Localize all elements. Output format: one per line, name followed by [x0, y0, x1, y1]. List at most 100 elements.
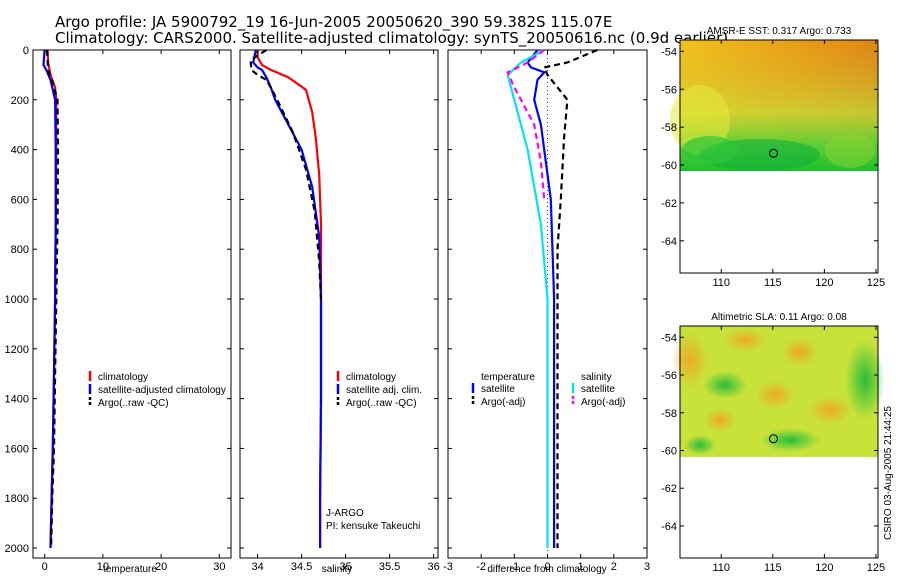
- x-tick-label: 35: [339, 561, 351, 573]
- temp-legend-label-3: Argo(..raw -QC): [98, 398, 169, 409]
- x-tick-label: 110: [712, 562, 730, 574]
- salinity-legend: climatology satellite adj. clim. Argo(..ra…: [336, 371, 422, 409]
- temperature-axes-frame: [32, 49, 232, 559]
- salinity-axes-frame: [239, 49, 439, 559]
- x-tick-label: 10: [97, 561, 109, 573]
- series-line-2: [542, 48, 598, 548]
- legend-title: temperature: [481, 372, 535, 383]
- y-tick-label: 1600: [5, 443, 29, 455]
- y-tick-label: 400: [11, 145, 29, 157]
- x-tick-label: 125: [867, 277, 885, 289]
- x-tick-label: 120: [815, 277, 833, 289]
- amsr-sst-heatmap-field: [670, 40, 878, 171]
- temp-legend-label-1: climatology: [98, 372, 148, 383]
- y-tick-label: -60: [661, 160, 677, 172]
- diff-legend-temp-label-1: satellite: [481, 384, 515, 395]
- difference-series: [506, 48, 598, 548]
- x-tick-label: 0: [544, 561, 550, 573]
- argo-float-marker: [769, 148, 778, 158]
- amsr-sst-ticks: 110 115 120 125 -54 -56 -58 -60 -62 -64: [661, 40, 885, 289]
- y-tick-label: -58: [661, 122, 677, 134]
- amsr-sst-map: AMSR-E SST: 0.317 Argo: 0.733 110 115 120 1…: [661, 26, 885, 289]
- salinity-panel: 34 34.5 35 35.5 36 salinity climatology satel…: [239, 49, 440, 575]
- legend-title: salinity: [581, 372, 612, 383]
- figure-title-line2: Climatology: CARS2000. Satellite-adjuste…: [55, 29, 728, 48]
- x-tick-label: 115: [764, 562, 782, 574]
- x-tick-label: 34.5: [291, 561, 312, 573]
- series-line-3: [249, 49, 323, 300]
- x-tick-label: 3: [644, 561, 650, 573]
- y-tick-label: -62: [661, 483, 677, 495]
- salinity-series: [249, 49, 323, 548]
- y-tick-label: 1000: [5, 294, 29, 306]
- diff-legend-temp-label-2: Argo(-adj): [481, 397, 525, 408]
- temp-legend-label-2: satellite-adjusted climatology: [98, 385, 226, 396]
- y-tick-label: -60: [661, 445, 677, 457]
- series-line-1: [526, 49, 556, 548]
- altimetric-sla-map: Altimetric SLA: 0.11 Argo: 0.08 110 115 12…: [661, 312, 885, 574]
- y-tick-label: 2000: [5, 543, 29, 555]
- figure-title-line1: Argo profile: JA 5900792_19 16-Jun-2005 …: [55, 13, 612, 32]
- series-line-3: [506, 49, 549, 548]
- difference-xlabel: difference from climatology: [487, 564, 606, 575]
- temperature-xlabel: temperature: [103, 564, 157, 575]
- y-tick-label: -54: [661, 46, 677, 58]
- x-tick-label: 1: [578, 561, 584, 573]
- temperature-panel: 0 10 20 30 0 200 400 600 800 1000 1200 1400 1600 1800…: [5, 45, 232, 575]
- salinity-xlabel: salinity: [322, 564, 353, 575]
- y-tick-label: 200: [11, 95, 29, 107]
- y-tick-label: -56: [661, 370, 677, 382]
- argo-float-marker: [769, 434, 778, 444]
- x-tick-label: 30: [213, 561, 225, 573]
- x-tick-label: 0: [42, 561, 48, 573]
- series-line-4: [506, 49, 546, 200]
- side-credit: CSIRO 03-Aug-2005 21:44:25: [883, 406, 894, 540]
- difference-ticks: -3 -2 -1 0 1 2 3: [443, 49, 650, 573]
- y-tick-label: 1400: [5, 394, 29, 406]
- temperature-ticks: 0 10 20 30 0 200 400 600 800 1000 1200 1400 1600 1800…: [5, 45, 231, 573]
- x-tick-label: 125: [867, 562, 885, 574]
- amsr-sst-title: AMSR-E SST: 0.317 Argo: 0.733: [707, 26, 852, 37]
- salinity-ticks: 34 34.5 35 35.5 36: [240, 49, 440, 573]
- sal-legend-label-3: Argo(..raw -QC): [346, 398, 417, 409]
- x-tick-label: 36: [427, 561, 439, 573]
- altimetric-sla-ticks: 110 115 120 125 -54 -56 -58 -60 -62 -64: [661, 326, 885, 574]
- y-tick-label: 800: [11, 244, 29, 256]
- x-tick-label: 20: [155, 561, 167, 573]
- salinity-annotation-project: J-ARGO: [326, 508, 364, 519]
- salinity-annotation-pi: PI: kensuke Takeuchi: [326, 521, 420, 532]
- amsr-sst-axes-frame: [679, 39, 879, 274]
- sal-legend-label-2: satellite adj. clim.: [346, 385, 422, 396]
- x-tick-label: -2: [476, 561, 486, 573]
- difference-legend: temperaturesatelliteArgo(-adj)salinitysa…: [471, 372, 625, 408]
- diff-legend-sal-label-2: Argo(-adj): [581, 397, 625, 408]
- sal-legend-label-1: climatology: [346, 372, 396, 383]
- x-tick-label: 2: [611, 561, 617, 573]
- x-tick-label: 35.5: [379, 561, 400, 573]
- series-line-2: [42, 49, 57, 549]
- x-tick-label: -1: [509, 561, 519, 573]
- x-tick-label: 115: [764, 277, 782, 289]
- altimetric-sla-title: Altimetric SLA: 0.11 Argo: 0.08: [711, 312, 847, 323]
- series-line-2: [252, 49, 323, 548]
- y-tick-label: -58: [661, 408, 677, 420]
- y-tick-label: -64: [661, 521, 677, 533]
- y-tick-label: 0: [23, 45, 29, 57]
- y-tick-label: 600: [11, 194, 29, 206]
- y-tick-label: -62: [661, 198, 677, 210]
- x-tick-label: 120: [815, 562, 833, 574]
- x-tick-label: 34: [251, 561, 263, 573]
- y-tick-label: 1200: [5, 344, 29, 356]
- temperature-legend: climatology satellite-adjusted climatolog…: [88, 371, 226, 409]
- altimetric-sla-axes-frame: [679, 325, 879, 559]
- diff-legend-sal-label-1: satellite: [581, 384, 615, 395]
- y-tick-label: 1800: [5, 493, 29, 505]
- y-tick-label: -64: [661, 236, 677, 248]
- x-tick-label: -3: [443, 561, 453, 573]
- y-tick-label: -54: [661, 332, 677, 344]
- altimetric-sla-heatmap-field: [672, 326, 885, 457]
- y-tick-label: -56: [661, 84, 677, 96]
- difference-panel: -3 -2 -1 0 1 2 3 difference from climatology t…: [443, 48, 650, 575]
- x-tick-label: 110: [712, 277, 730, 289]
- temperature-series: [42, 49, 60, 549]
